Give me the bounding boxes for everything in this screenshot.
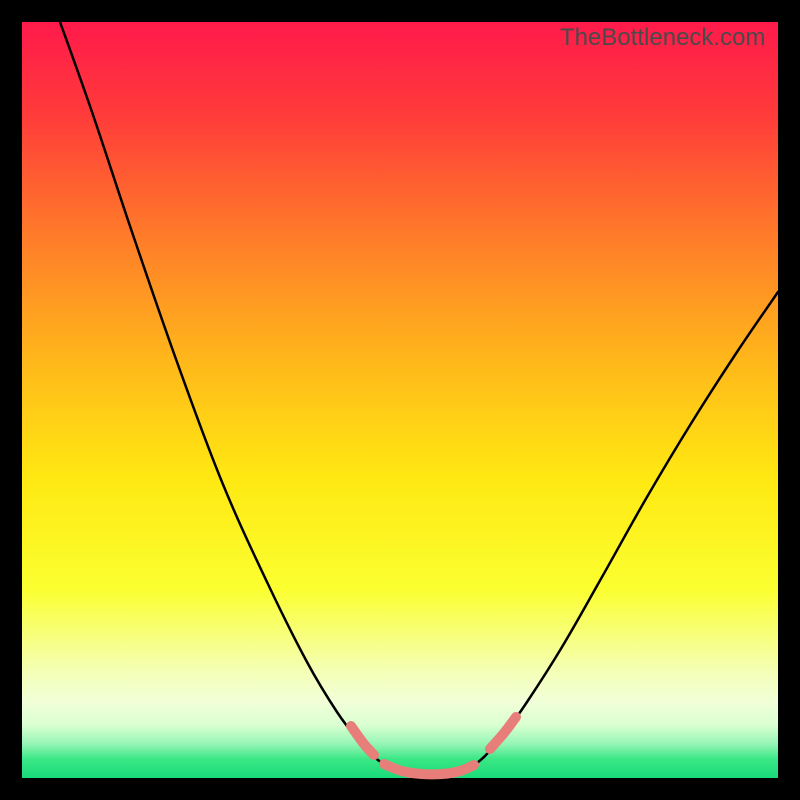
chart-frame: TheBottleneck.com — [0, 0, 800, 800]
curve-layer — [22, 22, 778, 778]
watermark-label: TheBottleneck.com — [560, 24, 765, 52]
plot-area — [22, 22, 778, 778]
